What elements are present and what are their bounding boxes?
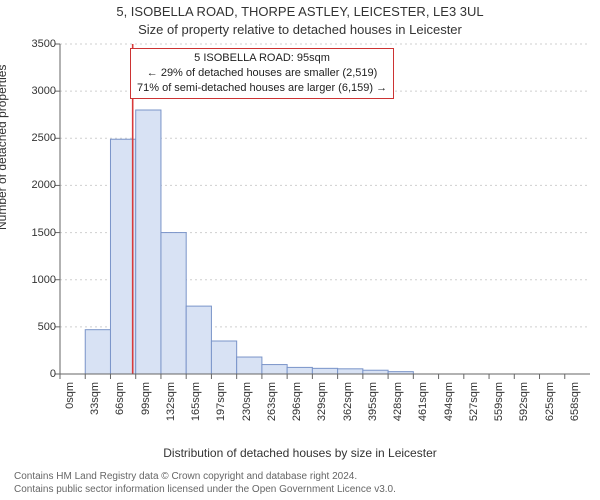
- x-tick-label: 428sqm: [392, 382, 404, 426]
- x-tick-label: 197sqm: [215, 382, 227, 426]
- y-tick-label: 2000: [16, 179, 56, 191]
- chart-title-main: 5, ISOBELLA ROAD, THORPE ASTLEY, LEICEST…: [0, 4, 600, 19]
- x-tick-label: 592sqm: [518, 382, 530, 426]
- x-tick-label: 165sqm: [190, 382, 202, 426]
- x-tick-label: 658sqm: [569, 382, 581, 426]
- y-tick-label: 2500: [16, 132, 56, 144]
- x-tick-label: 263sqm: [266, 382, 278, 426]
- attribution-line: Contains public sector information licen…: [14, 483, 396, 496]
- x-tick-label: 461sqm: [417, 382, 429, 426]
- x-tick-label: 99sqm: [140, 382, 152, 426]
- x-tick-label: 362sqm: [342, 382, 354, 426]
- attribution-line: Contains HM Land Registry data © Crown c…: [14, 470, 396, 483]
- x-tick-label: 33sqm: [89, 382, 101, 426]
- x-tick-label: 527sqm: [468, 382, 480, 426]
- annotation-line: 5 ISOBELLA ROAD: 95sqm: [137, 51, 387, 66]
- y-tick-label: 0: [16, 368, 56, 380]
- x-tick-label: 625sqm: [544, 382, 556, 426]
- chart-title-sub: Size of property relative to detached ho…: [0, 22, 600, 37]
- annotation-box: 5 ISOBELLA ROAD: 95sqm ← 29% of detached…: [130, 48, 394, 99]
- y-tick-label: 500: [16, 321, 56, 333]
- annotation-line: 71% of semi-detached houses are larger (…: [137, 81, 387, 96]
- y-axis-label: Number of detached properties: [0, 65, 9, 230]
- y-tick-label: 3000: [16, 85, 56, 97]
- x-tick-label: 132sqm: [165, 382, 177, 426]
- x-tick-label: 559sqm: [493, 382, 505, 426]
- x-tick-label: 494sqm: [443, 382, 455, 426]
- x-tick-label: 0sqm: [64, 382, 76, 426]
- x-tick-label: 329sqm: [316, 382, 328, 426]
- annotation-line: ← 29% of detached houses are smaller (2,…: [137, 66, 387, 81]
- x-tick-label: 296sqm: [291, 382, 303, 426]
- x-tick-label: 230sqm: [241, 382, 253, 426]
- y-tick-label: 1500: [16, 227, 56, 239]
- x-tick-label: 395sqm: [367, 382, 379, 426]
- chart-container: 5, ISOBELLA ROAD, THORPE ASTLEY, LEICEST…: [0, 0, 600, 500]
- x-tick-label: 66sqm: [114, 382, 126, 426]
- y-tick-label: 3500: [16, 38, 56, 50]
- x-axis-label: Distribution of detached houses by size …: [0, 446, 600, 460]
- y-tick-label: 1000: [16, 274, 56, 286]
- attribution-text: Contains HM Land Registry data © Crown c…: [14, 470, 396, 496]
